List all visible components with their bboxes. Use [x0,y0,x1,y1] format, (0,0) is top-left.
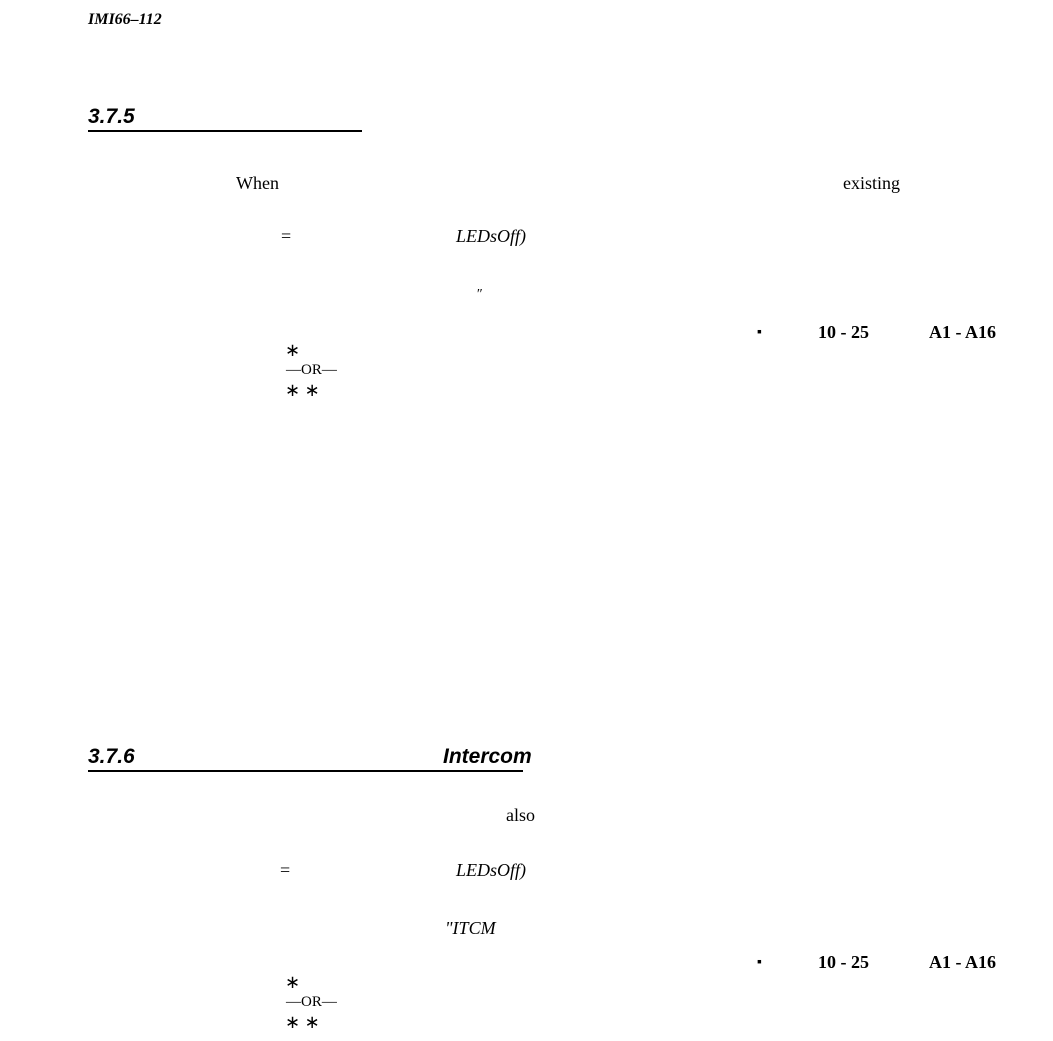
text-fragment: Off) [497,860,526,880]
text-fragment: LEDs [456,226,498,246]
text-fragment: "ITCM [445,918,496,938]
section-number: 3.7.5 [88,105,135,128]
text-fragment: = [281,226,292,246]
text-fragment: ″ [476,287,482,302]
heading-rule [88,770,523,772]
option: ∗ ∗ [285,380,320,400]
doc-id: IMI66–112 [88,11,162,28]
bullet: ▪ [757,325,762,340]
range: 10 - 25 [818,322,869,342]
option: —OR— [286,994,337,1010]
section-title: Intercom [443,745,532,768]
range: 10 - 25 [818,952,869,972]
option: ∗ ∗ [285,1012,320,1032]
text-fragment: Off) [497,226,526,246]
bullet: ▪ [757,955,762,970]
option: —OR— [286,362,337,378]
text-fragment: existing [843,173,900,193]
range: A1 - A16 [929,322,996,342]
section-number: 3.7.6 [88,745,135,768]
option: ∗ [285,972,301,992]
heading-rule [88,130,362,132]
range: A1 - A16 [929,952,996,972]
text-fragment: LEDs [456,860,498,880]
option: ∗ [285,340,301,360]
text-fragment: When [236,173,279,193]
text-fragment: also [506,805,535,825]
text-fragment: = [280,860,291,880]
